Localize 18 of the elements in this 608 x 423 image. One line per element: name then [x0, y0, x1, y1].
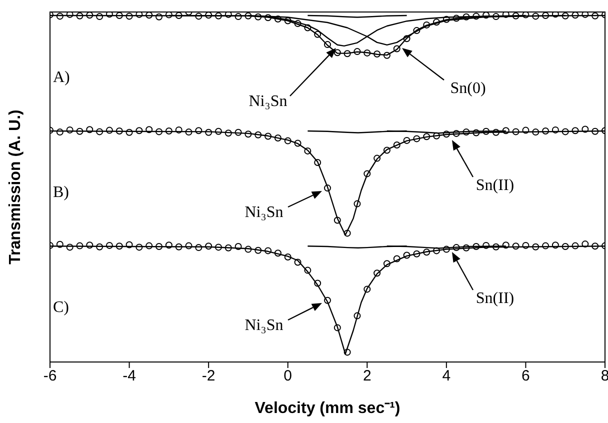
annotation: Ni₃Sn: [248, 93, 288, 110]
annotation: C): [53, 299, 69, 316]
annotation: B): [53, 184, 69, 201]
x-tick-label: -6: [43, 368, 57, 385]
x-tick-label: 2: [362, 368, 372, 385]
annotation: Sn(II): [476, 290, 514, 307]
y-axis-title: Transmission (A. U.): [7, 110, 24, 264]
x-tick-label: -4: [122, 368, 136, 385]
x-tick-label: 4: [442, 368, 451, 385]
x-tick-label: 6: [522, 368, 530, 385]
annotation: A): [53, 69, 70, 86]
x-axis-title: Velocity (mm sec⁻¹): [254, 400, 400, 417]
x-tick-label: -2: [202, 368, 216, 385]
annotation: Sn(II): [476, 177, 514, 194]
x-tick-label: 0: [284, 368, 292, 385]
annotation: Sn(0): [450, 80, 486, 97]
annotation: Ni₃Sn: [244, 204, 284, 221]
annotation: Ni₃Sn: [244, 317, 284, 334]
